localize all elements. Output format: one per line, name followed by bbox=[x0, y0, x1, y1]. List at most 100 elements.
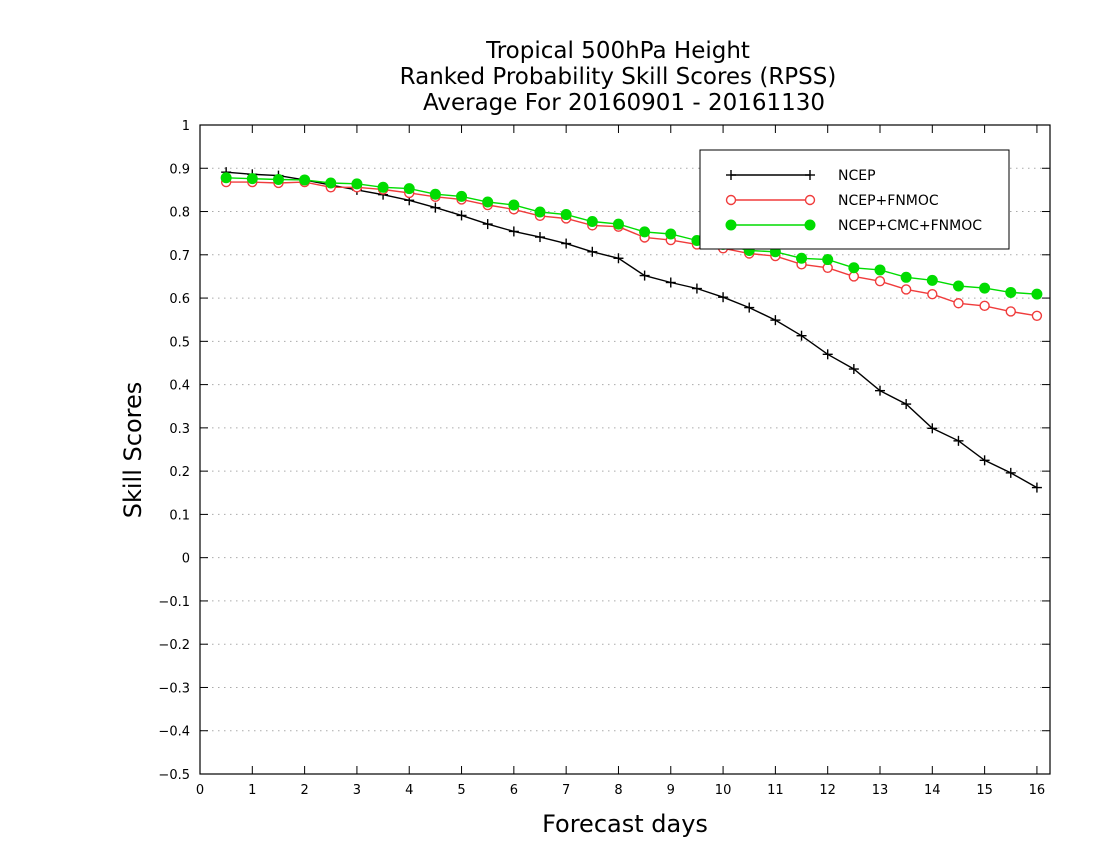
data-point bbox=[718, 292, 729, 303]
data-point bbox=[639, 270, 650, 281]
x-tick-label: 15 bbox=[976, 783, 993, 798]
x-tick-label: 2 bbox=[300, 783, 308, 798]
data-point bbox=[430, 202, 441, 213]
legend: NCEP NCEP+FNMOC NCEP+CMC+FNMOC bbox=[699, 149, 1010, 250]
data-point bbox=[482, 196, 494, 208]
title-line-1: Tropical 500hPa Height bbox=[485, 38, 750, 64]
data-point bbox=[456, 190, 468, 202]
data-point bbox=[770, 315, 781, 326]
legend-item: NCEP+CMC+FNMOC bbox=[725, 218, 982, 234]
data-point bbox=[848, 364, 859, 375]
data-point bbox=[953, 298, 964, 309]
data-point bbox=[979, 455, 990, 466]
y-tick-label: 0.3 bbox=[169, 422, 190, 437]
y-tick-label: 0.8 bbox=[169, 206, 190, 221]
x-tick-label: 7 bbox=[562, 783, 570, 798]
x-tick-label: 3 bbox=[353, 783, 361, 798]
data-point bbox=[848, 271, 860, 282]
series-group bbox=[220, 167, 1043, 493]
data-point bbox=[953, 435, 964, 446]
data-point bbox=[979, 282, 991, 294]
y-tick-label: −0.2 bbox=[158, 638, 190, 653]
data-point bbox=[744, 302, 755, 313]
y-tick-label: −0.3 bbox=[158, 681, 190, 696]
x-tick-label: 12 bbox=[819, 783, 836, 798]
data-point bbox=[1031, 310, 1043, 322]
data-point bbox=[796, 330, 807, 341]
data-point bbox=[875, 385, 885, 396]
data-point bbox=[482, 219, 493, 230]
data-point bbox=[534, 206, 546, 218]
series-line-ncep bbox=[226, 171, 1038, 489]
legend-entries: NCEP NCEP+FNMOC NCEP+CMC+FNMOC bbox=[725, 168, 982, 234]
data-point bbox=[848, 262, 860, 274]
y-tick-label: −0.1 bbox=[158, 595, 190, 610]
legend-marker bbox=[804, 219, 816, 231]
legend-label: NCEP+FNMOC bbox=[838, 193, 939, 209]
x-tick-label: 13 bbox=[872, 783, 889, 798]
legend-marker bbox=[805, 170, 815, 180]
data-point bbox=[1005, 306, 1016, 317]
data-point bbox=[1031, 482, 1042, 493]
x-tick-label: 6 bbox=[510, 783, 518, 798]
plot-frame bbox=[199, 124, 1051, 775]
data-point bbox=[665, 277, 676, 288]
legend-marker bbox=[804, 194, 816, 206]
data-point bbox=[612, 218, 624, 230]
x-tick-label: 8 bbox=[614, 783, 622, 798]
data-point bbox=[927, 423, 938, 434]
title-line-3: Average For 20160901 - 20161130 bbox=[423, 90, 825, 116]
data-point bbox=[874, 264, 886, 276]
data-point bbox=[220, 172, 232, 184]
data-point bbox=[1005, 467, 1016, 478]
data-point bbox=[796, 252, 808, 264]
x-tick-label: 11 bbox=[767, 783, 784, 798]
grid-lines bbox=[200, 167, 1050, 732]
x-axis-ticks: 0 1 2 3 4 5 6 7 8 9 10 11 12 13 14 15 16 bbox=[196, 125, 1045, 798]
chart-title: Tropical 500hPa Height Ranked Probabilit… bbox=[400, 38, 837, 116]
data-point bbox=[952, 280, 964, 292]
title-line-2: Ranked Probability Skill Scores (RPSS) bbox=[400, 64, 837, 90]
y-tick-label: 1 bbox=[182, 119, 190, 134]
data-point bbox=[1005, 286, 1017, 298]
data-point bbox=[691, 283, 702, 294]
data-point bbox=[900, 284, 912, 295]
y-tick-label: 0 bbox=[182, 552, 190, 567]
x-tick-label: 0 bbox=[196, 783, 204, 798]
data-point bbox=[927, 288, 938, 300]
data-point bbox=[979, 300, 990, 312]
data-point bbox=[508, 199, 520, 211]
y-axis-title: Skill Scores bbox=[119, 382, 147, 519]
y-tick-label: −0.5 bbox=[158, 768, 190, 783]
y-tick-label: 0.4 bbox=[169, 379, 190, 394]
y-tick-label: 0.2 bbox=[169, 465, 190, 480]
legend-item: NCEP+FNMOC bbox=[725, 193, 939, 209]
data-point bbox=[926, 274, 938, 286]
data-point bbox=[246, 173, 258, 185]
legend-label: NCEP bbox=[838, 168, 876, 184]
x-tick-label: 10 bbox=[715, 783, 732, 798]
data-point bbox=[822, 349, 833, 360]
data-point bbox=[639, 226, 651, 238]
data-point bbox=[561, 238, 572, 249]
data-point bbox=[901, 399, 912, 410]
y-tick-label: −0.4 bbox=[158, 725, 190, 740]
data-point bbox=[874, 275, 886, 287]
x-tick-label: 4 bbox=[405, 783, 413, 798]
y-tick-label: 0.9 bbox=[169, 162, 190, 177]
data-point bbox=[456, 210, 467, 221]
data-point bbox=[1031, 288, 1043, 300]
data-point bbox=[351, 178, 363, 190]
legend-marker bbox=[725, 219, 737, 231]
legend-item: NCEP bbox=[726, 168, 876, 184]
data-point bbox=[377, 181, 389, 193]
legend-label: NCEP+CMC+FNMOC bbox=[838, 218, 982, 234]
x-tick-label: 16 bbox=[1029, 783, 1046, 798]
data-point bbox=[508, 226, 519, 237]
x-axis-title: Forecast days bbox=[542, 810, 708, 838]
data-point bbox=[299, 174, 311, 186]
legend-marker bbox=[726, 170, 736, 180]
data-point bbox=[560, 209, 572, 221]
data-point bbox=[822, 254, 834, 266]
